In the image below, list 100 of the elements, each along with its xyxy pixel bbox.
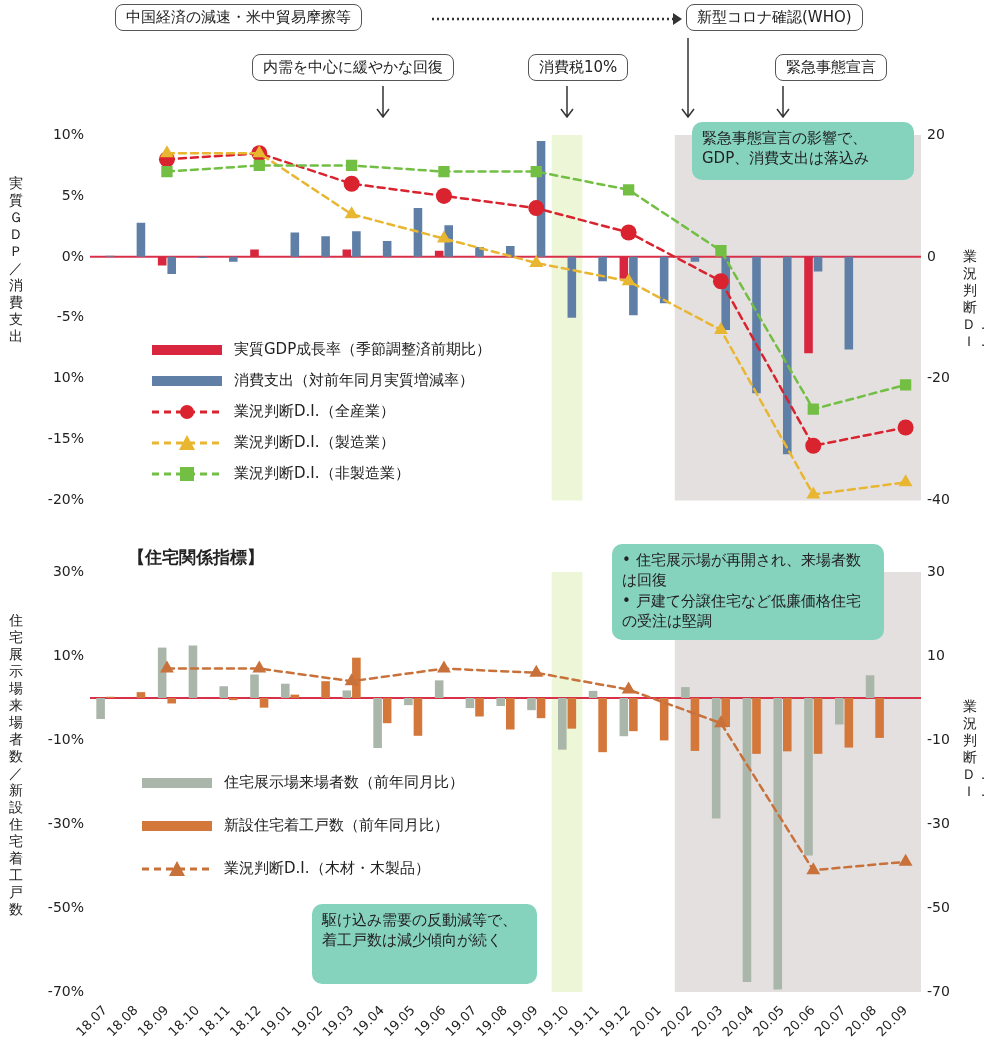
bar — [773, 698, 783, 990]
point — [715, 245, 727, 257]
text: 実質ＧＤＰ／消費支出 — [9, 175, 23, 344]
point — [252, 145, 267, 158]
bar — [536, 698, 546, 719]
point — [898, 853, 913, 866]
point — [344, 673, 359, 686]
bar — [865, 675, 875, 698]
point — [437, 660, 451, 673]
bar — [804, 698, 813, 856]
bar — [321, 236, 330, 257]
point — [714, 321, 728, 334]
text: 消費税10% — [528, 54, 629, 81]
bar — [434, 680, 444, 698]
bar — [250, 249, 259, 257]
bar — [844, 698, 854, 748]
y2-tick-label: 20 — [927, 125, 945, 142]
y-tick-label: -15% — [47, 430, 84, 447]
bar — [290, 232, 300, 257]
bar — [167, 698, 177, 704]
y-tick-label: 10% — [52, 125, 84, 142]
y-tick-label: -5% — [56, 308, 84, 325]
bar — [588, 690, 598, 698]
y2-tick-label: -20 — [927, 369, 950, 386]
legend-label: 業況判断D.I.（全産業） — [234, 402, 395, 422]
point — [253, 159, 265, 172]
bar — [404, 698, 413, 706]
bar — [496, 698, 506, 706]
point — [161, 165, 173, 178]
bar — [629, 698, 638, 732]
point — [529, 254, 544, 267]
point — [714, 715, 728, 728]
point — [438, 165, 450, 178]
bar — [557, 698, 567, 750]
y-tick-label: 10% — [52, 646, 84, 663]
point — [343, 175, 360, 192]
point — [160, 660, 174, 673]
point — [898, 474, 913, 487]
bar — [352, 231, 361, 257]
text: 新型コロナ確認(WHO) — [686, 4, 863, 31]
bar — [782, 256, 792, 455]
bar — [382, 698, 392, 724]
bar — [844, 256, 854, 350]
bar — [280, 683, 290, 698]
y2-tick-label: 0 — [927, 247, 936, 264]
text: 内需を中心に緩やかな回復 — [252, 54, 454, 81]
bar — [782, 698, 792, 752]
bar — [875, 698, 884, 738]
legend-label: 住宅展示場来場者数（前年同月比） — [224, 773, 464, 792]
y-tick-label: -30% — [47, 814, 84, 831]
bar — [752, 256, 761, 394]
y-tick-label: -70% — [47, 982, 84, 999]
y2-tick-label: -30 — [927, 814, 950, 831]
point — [805, 437, 822, 454]
bar — [228, 256, 238, 262]
text: 住宅展示場来場者数／新設住宅着工戸数 — [9, 612, 23, 917]
text: 緊急事態宣言 — [775, 54, 887, 81]
point — [712, 273, 729, 290]
y2-tick-label: 10 — [927, 646, 945, 663]
point — [528, 200, 545, 217]
bar — [690, 698, 700, 751]
bar — [219, 686, 229, 698]
bar — [373, 698, 382, 748]
point — [806, 486, 821, 499]
y2-tick-label: 30 — [927, 562, 945, 579]
bar — [136, 222, 146, 257]
point — [897, 419, 914, 436]
bar — [413, 698, 423, 736]
y2-tick-label: -50 — [927, 898, 950, 915]
bar — [527, 698, 536, 711]
bar — [434, 250, 444, 257]
y-tick-label: -50% — [47, 898, 84, 915]
point — [437, 230, 451, 243]
bar — [629, 256, 638, 316]
bar — [598, 698, 607, 753]
legend-label: 新設住宅着工戸数（前年同月比） — [224, 816, 449, 835]
point — [160, 145, 174, 158]
bar — [342, 690, 352, 698]
legend-label: 業況判断D.I.（製造業） — [234, 433, 395, 453]
bar — [567, 698, 577, 729]
bar — [752, 698, 761, 754]
bar — [598, 256, 607, 282]
y-tick-label: 5% — [61, 186, 84, 203]
bar — [259, 698, 269, 708]
bar — [228, 698, 238, 701]
bar — [567, 256, 577, 318]
point — [621, 681, 636, 694]
bar — [167, 256, 177, 274]
y2-tick-label: -70 — [927, 982, 950, 999]
bar — [505, 698, 515, 730]
bar — [382, 241, 392, 257]
bar — [742, 698, 752, 982]
bar — [413, 208, 423, 257]
bar — [834, 698, 844, 725]
bar — [465, 698, 475, 709]
bar — [321, 681, 330, 698]
point — [345, 159, 358, 172]
point — [530, 165, 542, 178]
bar — [136, 692, 146, 698]
y2-tick-label: -10 — [927, 730, 950, 747]
